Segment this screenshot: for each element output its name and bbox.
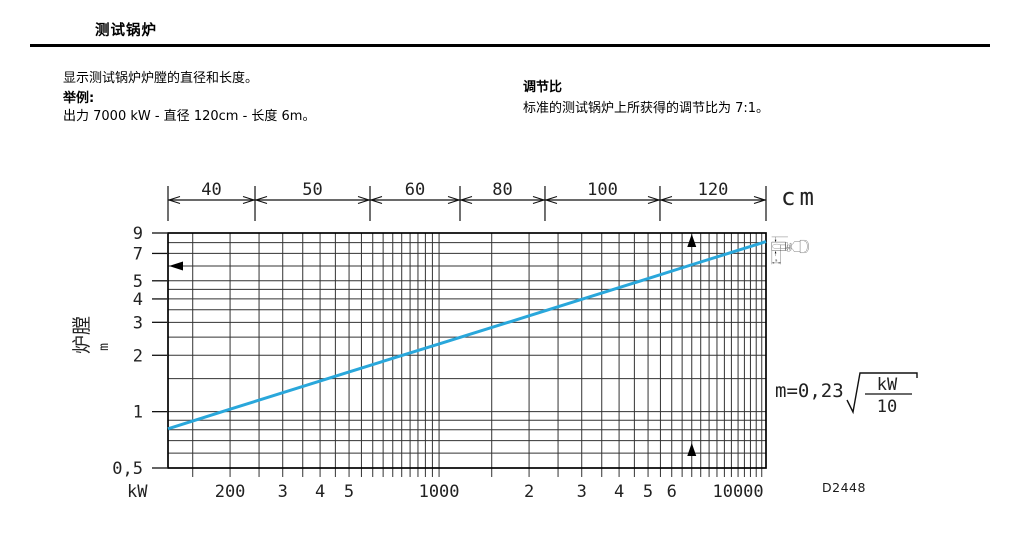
turndown-text: 标准的测试锅炉上所获得的调节比为 7:1。: [523, 101, 770, 116]
burner-bar: [786, 247, 791, 249]
top-scale-label: 40: [201, 180, 221, 200]
x-axis-unit-label: kW: [127, 482, 148, 502]
top-scale-label: 80: [492, 180, 512, 200]
y-tick-label: 1: [133, 403, 143, 423]
dim-arrow-left-icon: [545, 195, 558, 205]
x-tick-label: 6: [667, 482, 677, 502]
y-tick-label: 4: [133, 290, 143, 310]
example-label: 举例:: [63, 91, 95, 106]
example-text: 出力 7000 kW - 直径 120cm - 长度 6m。: [63, 109, 316, 124]
formula-prefix: m=0,23: [775, 380, 844, 402]
burner-valve-circle-2: [786, 248, 791, 252]
x-tick-label: 200: [215, 482, 246, 502]
dim-arrow-right-icon: [647, 195, 660, 205]
top-scale-label: 50: [302, 180, 322, 200]
flame-size-curve: [167, 240, 767, 431]
burner-bell-top: [790, 241, 801, 246]
dim-arrow-right-icon: [447, 195, 460, 205]
m-dimension-label: m: [775, 259, 777, 263]
burner-head-cap: [799, 240, 809, 253]
x-tick-label: 5: [344, 482, 354, 502]
y-tick-label: 3: [133, 313, 143, 333]
x-tick-label: 1000: [419, 482, 460, 502]
example-arrow-up-top-icon: [687, 234, 697, 247]
y-tick-label: 2: [133, 346, 143, 366]
dim-arrow-right-icon: [753, 195, 766, 205]
dim-arrow-left-icon: [370, 195, 383, 205]
y-axis-title: 炉膛: [71, 316, 93, 354]
dim-arrow-left-icon: [168, 195, 181, 205]
dim-arrow-right-icon: [242, 195, 255, 205]
blast-tube-rect: [780, 244, 786, 249]
burner-bell-bottom: [790, 248, 801, 252]
arrow-down-icon: [774, 239, 777, 243]
flame-length-formula: m=0,23 kW 10: [775, 372, 918, 417]
plot-border: [167, 232, 767, 469]
figure-code: D2448: [822, 480, 866, 495]
top-scale-label: 120: [698, 180, 729, 200]
x-tick-label: 10000: [712, 482, 763, 502]
header-rule: [30, 44, 990, 47]
dim-arrow-left-icon: [660, 195, 673, 205]
y-tick-label: 7: [133, 244, 143, 264]
dim-arrow-right-icon: [357, 195, 370, 205]
turndown-heading: 调节比: [523, 80, 563, 95]
burner-valve-circle-1: [786, 244, 790, 248]
example-arrow-left-icon: [169, 261, 183, 271]
intro-text: 显示测试锅炉炉膛的直径和长度。: [63, 71, 259, 86]
formula-denominator: 10: [877, 397, 897, 417]
top-scale-unit-label: cm: [781, 183, 818, 211]
example-arrow-up-bottom-icon: [687, 443, 697, 456]
top-scale-label: 100: [587, 180, 618, 200]
dim-arrow-right-icon: [778, 262, 781, 264]
dim-arrow-right-icon: [532, 195, 545, 205]
formula-numerator: kW: [877, 375, 898, 395]
dim-arrow-left-icon: [772, 262, 775, 264]
y-axis-unit-label: m: [97, 343, 112, 351]
dim-arrow-left-icon: [255, 195, 268, 205]
arrow-up-icon: [774, 250, 777, 254]
burner-plate: [789, 242, 792, 251]
y-tick-label: 9: [133, 224, 143, 244]
x-tick-label: 3: [278, 482, 288, 502]
test-boiler-illustration: m: [771, 236, 809, 265]
top-scale-label: 60: [405, 180, 425, 200]
x-tick-label: 5: [643, 482, 653, 502]
y-tick-label: 0,5: [112, 459, 143, 479]
dim-arrow-left-icon: [460, 195, 473, 205]
flame-icon: [772, 244, 781, 249]
x-tick-label: 3: [577, 482, 587, 502]
x-tick-label: 2: [524, 482, 534, 502]
burner-head-inner-line: [804, 241, 808, 252]
x-tick-label: 4: [614, 482, 624, 502]
radical-sign-icon: [846, 372, 918, 415]
burner-flange: [785, 242, 788, 251]
y-tick-label: 5: [133, 272, 143, 292]
x-tick-label: 4: [315, 482, 325, 502]
page-title: 测试锅炉: [95, 23, 157, 39]
